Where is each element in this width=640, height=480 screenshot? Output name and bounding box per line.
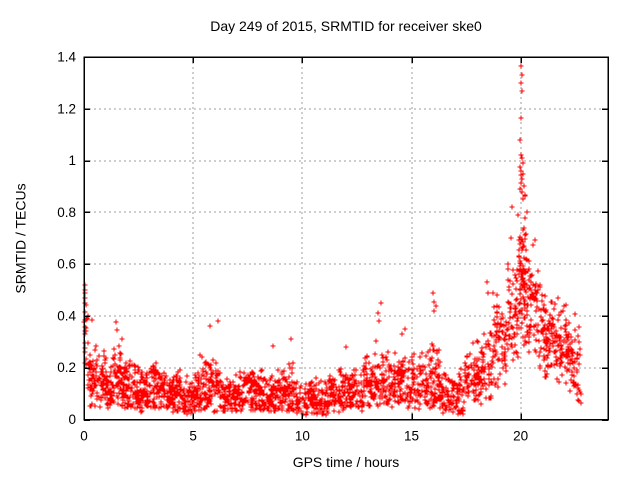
chart-title: Day 249 of 2015, SRMTID for receiver ske… <box>210 18 482 34</box>
axis-ticks <box>83 56 608 421</box>
y-tick-label: 0.8 <box>57 205 76 220</box>
x-tick-label: 20 <box>513 429 528 444</box>
x-tick-label: 10 <box>295 429 310 444</box>
plot-border <box>83 56 609 421</box>
y-tick-label: 1.2 <box>57 101 76 116</box>
x-tick-label: 5 <box>189 429 197 444</box>
x-axis-label: GPS time / hours <box>292 454 400 470</box>
y-tick-label: 0 <box>68 412 76 427</box>
grid-lines <box>84 57 608 420</box>
tick-labels: 0 5 10 15 20 0 0.2 0.4 0.6 0.8 1 1.2 1.4 <box>57 50 528 444</box>
y-axis-label: SRMTID / TECUs <box>12 183 29 294</box>
scatter-points <box>81 63 584 418</box>
y-tick-label: 1 <box>68 153 76 168</box>
x-tick-label: 0 <box>80 429 88 444</box>
y-tick-label: 1.4 <box>57 50 76 65</box>
y-tick-label: 0.6 <box>57 257 76 272</box>
scatter-series-srmtid <box>81 63 584 418</box>
y-tick-label: 0.2 <box>57 360 76 375</box>
x-tick-label: 15 <box>404 429 419 444</box>
y-tick-label: 0.4 <box>57 308 76 323</box>
